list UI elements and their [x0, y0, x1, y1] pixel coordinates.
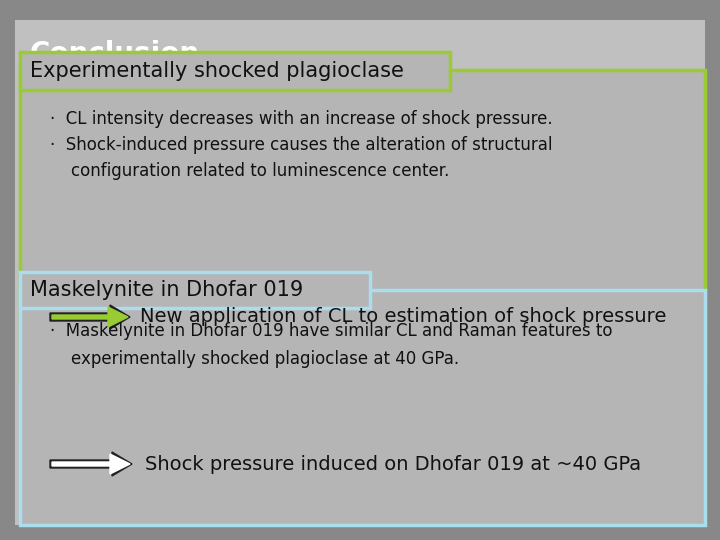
- Text: ·  Maskelynite in Dhofar 019 have similar CL and Raman features to: · Maskelynite in Dhofar 019 have similar…: [50, 322, 613, 340]
- Text: configuration related to luminescence center.: configuration related to luminescence ce…: [50, 162, 449, 180]
- FancyBboxPatch shape: [20, 52, 450, 90]
- FancyBboxPatch shape: [20, 272, 370, 308]
- Text: experimentally shocked plagioclase at 40 GPa.: experimentally shocked plagioclase at 40…: [50, 350, 459, 368]
- FancyBboxPatch shape: [0, 525, 720, 540]
- Text: New application of CL to estimation of shock pressure: New application of CL to estimation of s…: [140, 307, 667, 327]
- Polygon shape: [50, 452, 132, 476]
- FancyBboxPatch shape: [0, 0, 15, 540]
- Polygon shape: [50, 305, 130, 329]
- Text: Maskelynite in Dhofar 019: Maskelynite in Dhofar 019: [30, 280, 303, 300]
- Text: ·  Shock-induced pressure causes the alteration of structural: · Shock-induced pressure causes the alte…: [50, 136, 552, 154]
- Polygon shape: [52, 307, 128, 327]
- FancyBboxPatch shape: [20, 290, 705, 525]
- Text: Experimentally shocked plagioclase: Experimentally shocked plagioclase: [30, 61, 404, 81]
- FancyBboxPatch shape: [0, 0, 720, 20]
- FancyBboxPatch shape: [20, 70, 705, 380]
- FancyBboxPatch shape: [705, 0, 720, 540]
- Polygon shape: [52, 454, 130, 474]
- Text: Shock pressure induced on Dhofar 019 at ~40 GPa: Shock pressure induced on Dhofar 019 at …: [145, 455, 641, 474]
- FancyBboxPatch shape: [10, 10, 710, 530]
- Text: ·  CL intensity decreases with an increase of shock pressure.: · CL intensity decreases with an increas…: [50, 110, 553, 128]
- Text: Conclusion: Conclusion: [30, 40, 200, 68]
